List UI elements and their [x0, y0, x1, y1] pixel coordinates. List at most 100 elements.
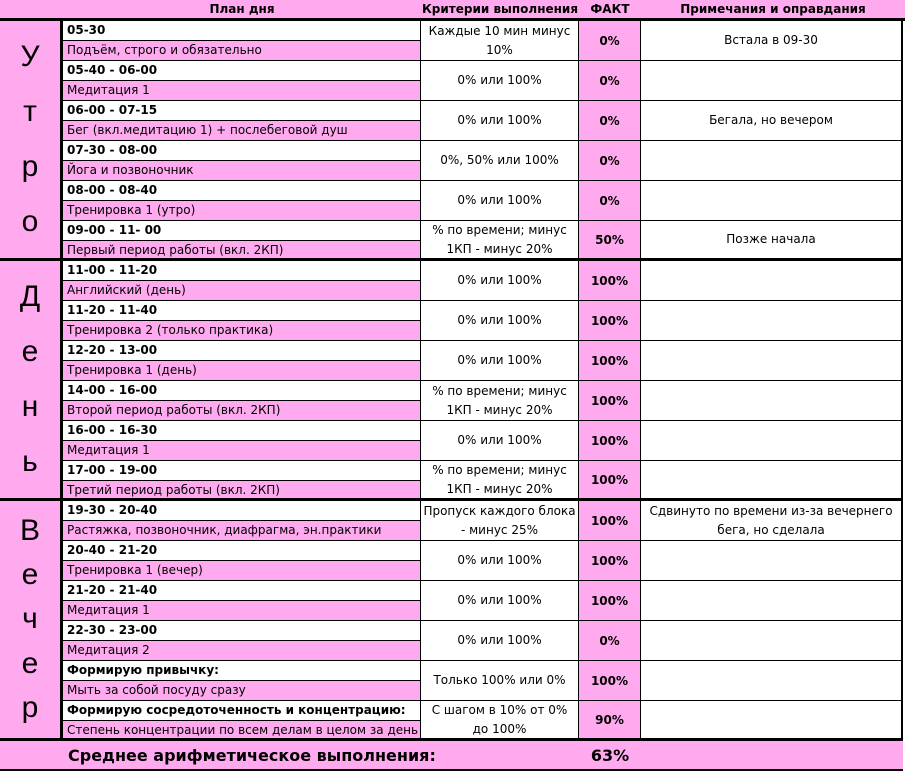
footer-empty-cell[interactable] — [641, 741, 903, 771]
cell-fact[interactable]: 100% — [579, 341, 641, 381]
cell-fact[interactable]: 100% — [579, 261, 641, 301]
cell-time[interactable]: 19-30 - 20-40 — [63, 501, 421, 521]
cell-time[interactable]: 05-40 - 06-00 — [63, 61, 421, 81]
cell-note[interactable] — [641, 581, 903, 621]
cell-criteria[interactable]: 0% или 100% — [421, 301, 579, 341]
cell-task[interactable]: Подъём, строго и обязательно — [63, 41, 421, 61]
cell-note[interactable] — [641, 181, 903, 221]
cell-criteria[interactable]: 0%, 50% или 100% — [421, 141, 579, 181]
cell-task[interactable]: Третий период работы (вкл. 2КП) — [63, 481, 421, 501]
cell-note[interactable] — [641, 141, 903, 181]
cell-time[interactable]: 07-30 - 08-00 — [63, 141, 421, 161]
cell-fact[interactable]: 0% — [579, 181, 641, 221]
cell-task[interactable]: Второй период работы (вкл. 2КП) — [63, 401, 421, 421]
cell-note[interactable]: Позже начала — [641, 221, 903, 261]
cell-note[interactable] — [641, 541, 903, 581]
cell-time[interactable]: 12-20 - 13-00 — [63, 341, 421, 361]
header-criteria[interactable]: Критерии выполнения — [421, 0, 579, 21]
header-fact[interactable]: ФАКТ — [579, 0, 641, 21]
cell-task[interactable]: Медитация 1 — [63, 81, 421, 101]
cell-note[interactable] — [641, 341, 903, 381]
cell-note[interactable] — [641, 421, 903, 461]
cell-fact[interactable]: 100% — [579, 541, 641, 581]
header-notes[interactable]: Примечания и оправдания — [641, 0, 905, 21]
cell-fact[interactable]: 0% — [579, 141, 641, 181]
cell-time[interactable]: Формирую привычку: — [63, 661, 421, 681]
cell-criteria[interactable]: Каждые 10 мин минус 10% — [421, 21, 579, 61]
cell-note[interactable] — [641, 261, 903, 301]
cell-task[interactable]: Медитация 1 — [63, 601, 421, 621]
cell-fact[interactable]: 0% — [579, 21, 641, 61]
cell-criteria[interactable]: 0% или 100% — [421, 181, 579, 221]
cell-criteria[interactable]: Только 100% или 0% — [421, 661, 579, 701]
cell-time[interactable]: 05-30 — [63, 21, 421, 41]
cell-task[interactable]: Бег (вкл.медитацию 1) + послебеговой душ — [63, 121, 421, 141]
cell-time[interactable]: 21-20 - 21-40 — [63, 581, 421, 601]
cell-task[interactable]: Растяжка, позвоночник, диафрагма, эн.пра… — [63, 521, 421, 541]
header-plan[interactable]: План дня — [63, 0, 421, 21]
cell-task[interactable]: Мыть за собой посуду сразу — [63, 681, 421, 701]
cell-criteria[interactable]: % по времени; минус 1КП - минус 20% — [421, 461, 579, 501]
cell-time[interactable]: 06-00 - 07-15 — [63, 101, 421, 121]
cell-task[interactable]: Тренировка 2 (только практика) — [63, 321, 421, 341]
cell-time[interactable]: 08-00 - 08-40 — [63, 181, 421, 201]
cell-criteria[interactable]: 0% или 100% — [421, 61, 579, 101]
cell-time[interactable]: 11-00 - 11-20 — [63, 261, 421, 281]
cell-fact[interactable]: 100% — [579, 501, 641, 541]
cell-time[interactable]: 09-00 - 11- 00 — [63, 221, 421, 241]
cell-time[interactable]: 16-00 - 16-30 — [63, 421, 421, 441]
cell-criteria[interactable]: Пропуск каждого блока - минус 25% — [421, 501, 579, 541]
cell-fact[interactable]: 100% — [579, 461, 641, 501]
cell-task[interactable]: Тренировка 1 (утро) — [63, 201, 421, 221]
cell-task[interactable]: Медитация 1 — [63, 441, 421, 461]
cell-time[interactable]: 20-40 - 21-20 — [63, 541, 421, 561]
cell-note[interactable]: Встала в 09-30 — [641, 21, 903, 61]
cell-note[interactable] — [641, 61, 903, 101]
cell-time[interactable]: Формирую сосредоточенность и концентраци… — [63, 701, 421, 721]
cell-fact[interactable]: 0% — [579, 621, 641, 661]
cell-criteria[interactable]: 0% или 100% — [421, 101, 579, 141]
cell-note[interactable] — [641, 661, 903, 701]
cell-note[interactable] — [641, 461, 903, 501]
cell-criteria[interactable]: % по времени; минус 1КП - минус 20% — [421, 221, 579, 261]
cell-task[interactable]: Медитация 2 — [63, 641, 421, 661]
cell-note[interactable] — [641, 621, 903, 661]
footer-average-value[interactable]: 63% — [579, 741, 641, 771]
cell-time[interactable]: 11-20 - 11-40 — [63, 301, 421, 321]
cell-fact[interactable]: 50% — [579, 221, 641, 261]
cell-task[interactable]: Йога и позвоночник — [63, 161, 421, 181]
cell-note[interactable]: Сдвинуто по времени из-за вечернего бега… — [641, 501, 903, 541]
cell-criteria[interactable]: 0% или 100% — [421, 541, 579, 581]
cell-criteria[interactable]: С шагом в 10% от 0% до 100% — [421, 701, 579, 741]
cell-time[interactable]: 14-00 - 16-00 — [63, 381, 421, 401]
cell-fact[interactable]: 0% — [579, 101, 641, 141]
cell-criteria[interactable]: % по времени; минус 1КП - минус 20% — [421, 381, 579, 421]
cell-fact[interactable]: 0% — [579, 61, 641, 101]
cell-fact[interactable]: 100% — [579, 581, 641, 621]
cell-criteria[interactable]: 0% или 100% — [421, 261, 579, 301]
cell-fact[interactable]: 100% — [579, 301, 641, 341]
cell-time[interactable]: 17-00 - 19-00 — [63, 461, 421, 481]
cell-fact[interactable]: 90% — [579, 701, 641, 741]
cell-task[interactable]: Степень концентрации по всем делам в цел… — [63, 721, 421, 741]
cell-criteria[interactable]: 0% или 100% — [421, 581, 579, 621]
cell-criteria[interactable]: 0% или 100% — [421, 621, 579, 661]
cell-time[interactable]: 22-30 - 23-00 — [63, 621, 421, 641]
cell-criteria[interactable]: 0% или 100% — [421, 341, 579, 381]
cell-fact[interactable]: 100% — [579, 661, 641, 701]
cell-note[interactable] — [641, 301, 903, 341]
cell-task[interactable]: Тренировка 1 (вечер) — [63, 561, 421, 581]
cell-task[interactable]: Тренировка 1 (день) — [63, 361, 421, 381]
cell-fact[interactable]: 100% — [579, 421, 641, 461]
cell-criteria[interactable]: 0% или 100% — [421, 421, 579, 461]
cell-note[interactable] — [641, 381, 903, 421]
cell-task[interactable]: Английский (день) — [63, 281, 421, 301]
cell-fact[interactable]: 100% — [579, 381, 641, 421]
cell-task[interactable]: Первый период работы (вкл. 2КП) — [63, 241, 421, 261]
cell-note[interactable]: Бегала, но вечером — [641, 101, 903, 141]
cell-note[interactable] — [641, 701, 903, 741]
